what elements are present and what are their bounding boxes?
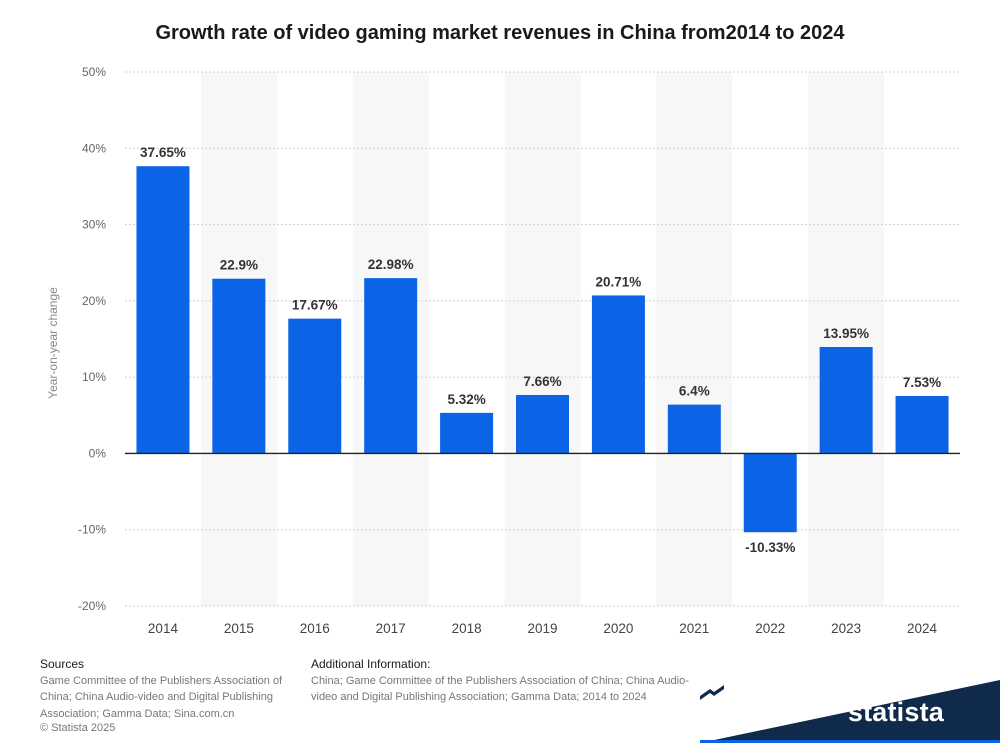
data-label: 7.66%	[523, 374, 561, 389]
column-band	[504, 72, 581, 606]
statista-logo-icon	[700, 680, 724, 702]
data-label: -10.33%	[745, 540, 795, 555]
sources-heading: Sources	[40, 657, 85, 671]
x-tick-label: 2015	[224, 621, 254, 636]
sources-text: Game Committee of the Publishers Associa…	[40, 674, 283, 720]
bar	[895, 395, 949, 454]
statista-brand[interactable]: statista	[700, 680, 1000, 743]
bar	[440, 412, 494, 454]
brand-name: statista	[847, 697, 944, 727]
y-tick-label: 20%	[82, 294, 106, 308]
x-tick-label: 2024	[907, 621, 938, 636]
additional-info-text: China; Game Committee of the Publishers …	[311, 674, 689, 704]
data-label: 20.71%	[596, 274, 642, 289]
data-label: 22.9%	[220, 258, 258, 273]
data-label: 13.95%	[823, 326, 869, 341]
y-tick-label: -20%	[78, 599, 106, 613]
x-tick-label: 2023	[831, 621, 861, 636]
bar-chart: -20% -10% 0% 10% 20% 30% 40% 50% Year-on-year ch…	[46, 65, 960, 636]
data-label: 6.4%	[679, 384, 710, 399]
copyright: © Statista 2025	[40, 722, 116, 734]
y-tick-label: 10%	[82, 370, 106, 384]
additional-info-block: Additional Information: China; Game Comm…	[311, 656, 701, 706]
x-tick-label: 2022	[755, 621, 785, 636]
y-tick-label: -10%	[78, 523, 106, 537]
bar	[819, 347, 873, 454]
data-label: 7.53%	[903, 375, 941, 390]
bar	[743, 453, 797, 533]
x-tick-label: 2014	[148, 621, 179, 636]
additional-info-heading: Additional Information:	[311, 657, 431, 671]
data-label: 22.98%	[368, 257, 414, 272]
bar	[516, 394, 569, 454]
column-band	[808, 72, 885, 606]
y-tick-label: 50%	[82, 65, 106, 79]
data-label: 5.32%	[447, 392, 485, 407]
bar	[288, 318, 342, 454]
y-tick-label: 40%	[82, 141, 106, 155]
bar	[136, 166, 190, 454]
x-tick-label: 2020	[603, 621, 633, 636]
data-label: 17.67%	[292, 298, 338, 313]
bar	[591, 295, 645, 454]
bar	[667, 404, 721, 454]
x-tick-label: 2016	[300, 621, 330, 636]
brand-background	[700, 680, 1000, 743]
x-tick-label: 2019	[527, 621, 557, 636]
y-tick-label: 30%	[82, 218, 106, 232]
column-band	[656, 72, 733, 606]
x-tick-label: 2017	[376, 621, 406, 636]
bar	[364, 278, 418, 454]
x-tick-label: 2021	[679, 621, 709, 636]
y-tick-label: 0%	[89, 446, 107, 460]
data-label: 37.65%	[140, 145, 186, 160]
x-tick-label: 2018	[452, 621, 482, 636]
bar	[212, 278, 266, 454]
sources-block: Sources Game Committee of the Publishers…	[40, 656, 315, 722]
chart-title: Growth rate of video gaming market reven…	[155, 22, 845, 44]
y-axis-label: Year-on-year change	[46, 287, 60, 399]
